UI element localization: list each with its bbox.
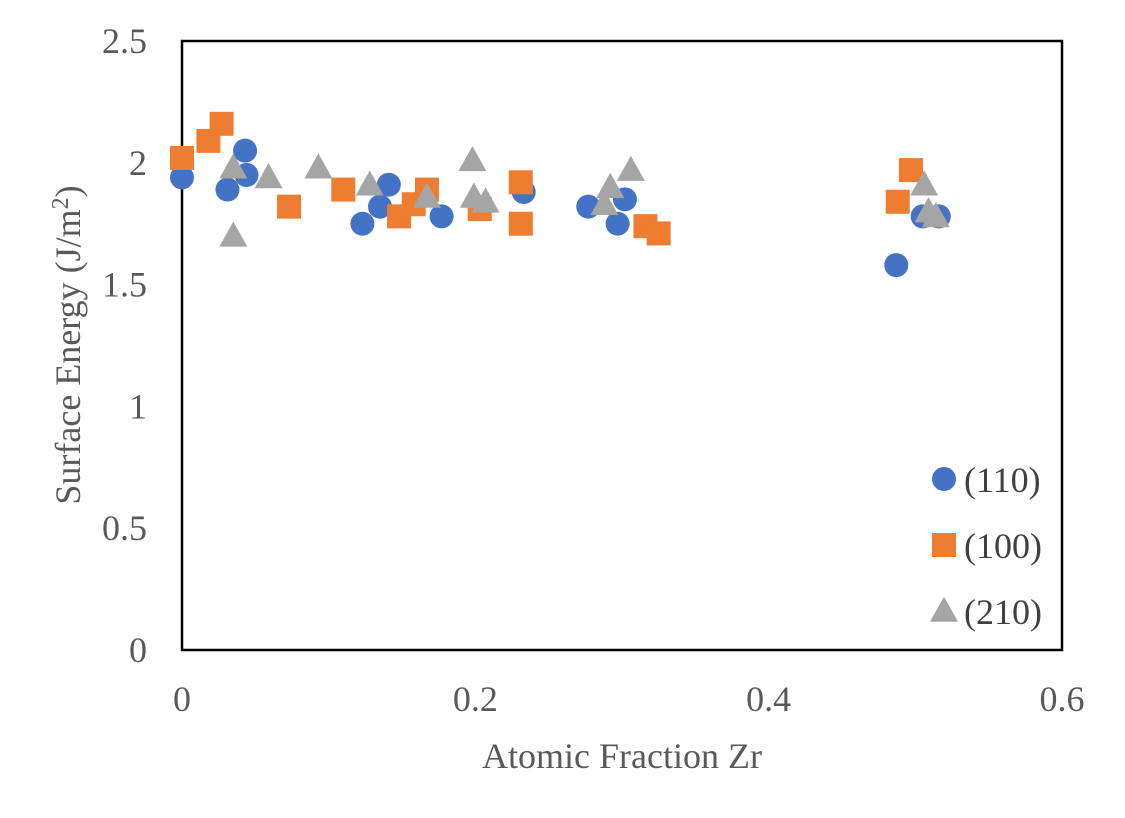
data-point-square bbox=[898, 158, 923, 183]
data-point-circle bbox=[884, 253, 909, 278]
data-point-triangle bbox=[254, 163, 283, 189]
data-point-triangle bbox=[458, 145, 487, 172]
data-point-circle bbox=[376, 172, 401, 197]
y-tick-label: 2.5 bbox=[102, 21, 147, 61]
data-point-square bbox=[209, 111, 234, 136]
y-tick-label: 1 bbox=[129, 386, 147, 426]
x-tick-label: 0.4 bbox=[746, 679, 791, 719]
legend-marker-square bbox=[932, 533, 956, 557]
y-axis-title-sup: 2 bbox=[48, 197, 74, 209]
y-tick-label: 0 bbox=[129, 630, 147, 670]
data-point-square bbox=[277, 194, 302, 219]
series-triangle bbox=[219, 145, 950, 247]
data-point-circle bbox=[170, 165, 194, 190]
data-point-square bbox=[170, 145, 194, 170]
data-point-square bbox=[508, 170, 533, 195]
data-point-square bbox=[508, 211, 533, 236]
data-point-triangle bbox=[590, 189, 619, 216]
data-point-triangle bbox=[910, 170, 939, 196]
legend-marker-triangle bbox=[930, 596, 958, 622]
data-point-triangle bbox=[412, 182, 441, 208]
y-axis-ticks: 0 0.5 1 1.5 2 2.5 bbox=[102, 21, 147, 670]
x-tick-label: 0.2 bbox=[453, 679, 498, 719]
data-point-triangle bbox=[355, 170, 384, 196]
legend-label: (110) bbox=[964, 460, 1041, 500]
y-tick-label: 1.5 bbox=[102, 265, 147, 305]
data-point-triangle bbox=[219, 153, 248, 179]
data-point-circle bbox=[233, 138, 258, 163]
y-axis-title-tail: ) bbox=[48, 185, 88, 197]
y-tick-label: 2 bbox=[129, 143, 147, 183]
x-axis-ticks: 0 0.2 0.4 0.6 bbox=[173, 679, 1085, 719]
data-point-triangle bbox=[921, 201, 950, 228]
data-point-triangle bbox=[471, 187, 500, 213]
legend-label: (100) bbox=[964, 526, 1042, 566]
data-point-square bbox=[646, 221, 671, 246]
data-point-circle bbox=[429, 204, 454, 229]
data-point-circle bbox=[350, 211, 375, 236]
x-tick-label: 0 bbox=[173, 679, 191, 719]
data-point-circle bbox=[605, 211, 630, 236]
x-tick-label: 0.6 bbox=[1040, 679, 1085, 719]
x-axis-title: Atomic Fraction Zr bbox=[482, 736, 762, 776]
data-point-triangle bbox=[219, 221, 248, 247]
data-point-square bbox=[331, 177, 356, 202]
legend-marker-circle bbox=[932, 467, 956, 491]
data-point-triangle bbox=[304, 153, 333, 179]
y-axis-title: Surface Energy (J/m2) bbox=[48, 185, 88, 504]
data-point-circle bbox=[215, 177, 240, 202]
data-point-triangle bbox=[616, 155, 645, 181]
data-point-triangle bbox=[596, 172, 625, 198]
data-point-circle bbox=[368, 194, 392, 219]
y-axis-title-main: Surface Energy (J/m bbox=[48, 209, 88, 504]
legend: (110) (100) (210) bbox=[930, 460, 1042, 632]
y-tick-label: 0.5 bbox=[102, 508, 147, 548]
legend-label: (210) bbox=[964, 592, 1042, 632]
data-point-square bbox=[885, 189, 910, 214]
plot-area bbox=[180, 39, 1064, 652]
series-layer bbox=[170, 111, 951, 278]
